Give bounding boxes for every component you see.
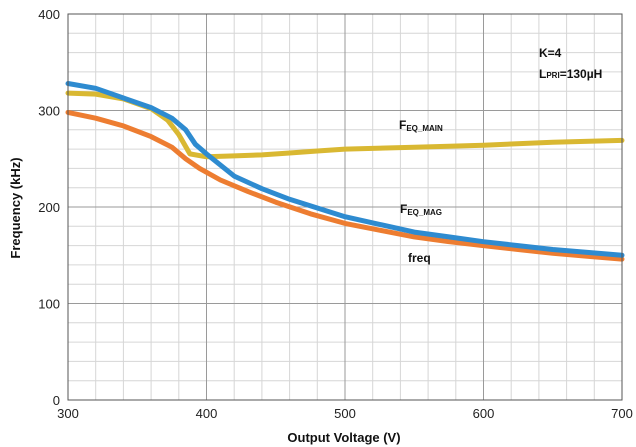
lpri-annotation: LPRI=130µH bbox=[539, 67, 602, 81]
feq-mag-label: FEQ_MAG bbox=[400, 202, 442, 217]
y-axis-title: Frequency (kHz) bbox=[8, 157, 23, 258]
x-tick-label: 700 bbox=[611, 406, 633, 421]
plot-frame bbox=[67, 13, 623, 401]
x-tick-label: 400 bbox=[196, 406, 218, 421]
y-tick-label: 100 bbox=[38, 297, 60, 312]
y-tick-label: 200 bbox=[38, 200, 60, 215]
x-tick-label: 600 bbox=[473, 406, 495, 421]
grid bbox=[67, 13, 623, 401]
x-axis-title: Output Voltage (V) bbox=[287, 430, 400, 445]
tick-labels: 300 400 500 600 700 0 100 200 300 400 bbox=[38, 7, 633, 421]
feq-main-label: FEQ_MAIN bbox=[399, 118, 443, 133]
y-tick-label: 300 bbox=[38, 104, 60, 119]
y-tick-label: 0 bbox=[53, 393, 60, 408]
series-lines bbox=[65, 81, 625, 262]
series-line-freq bbox=[65, 109, 625, 262]
freq-label: freq bbox=[408, 251, 431, 265]
x-tick-label: 500 bbox=[334, 406, 356, 421]
x-tick-label: 300 bbox=[57, 406, 79, 421]
k-annotation: K=4 bbox=[539, 46, 562, 60]
series-line-f-eq-mag bbox=[65, 81, 625, 258]
y-tick-label: 400 bbox=[38, 7, 60, 22]
